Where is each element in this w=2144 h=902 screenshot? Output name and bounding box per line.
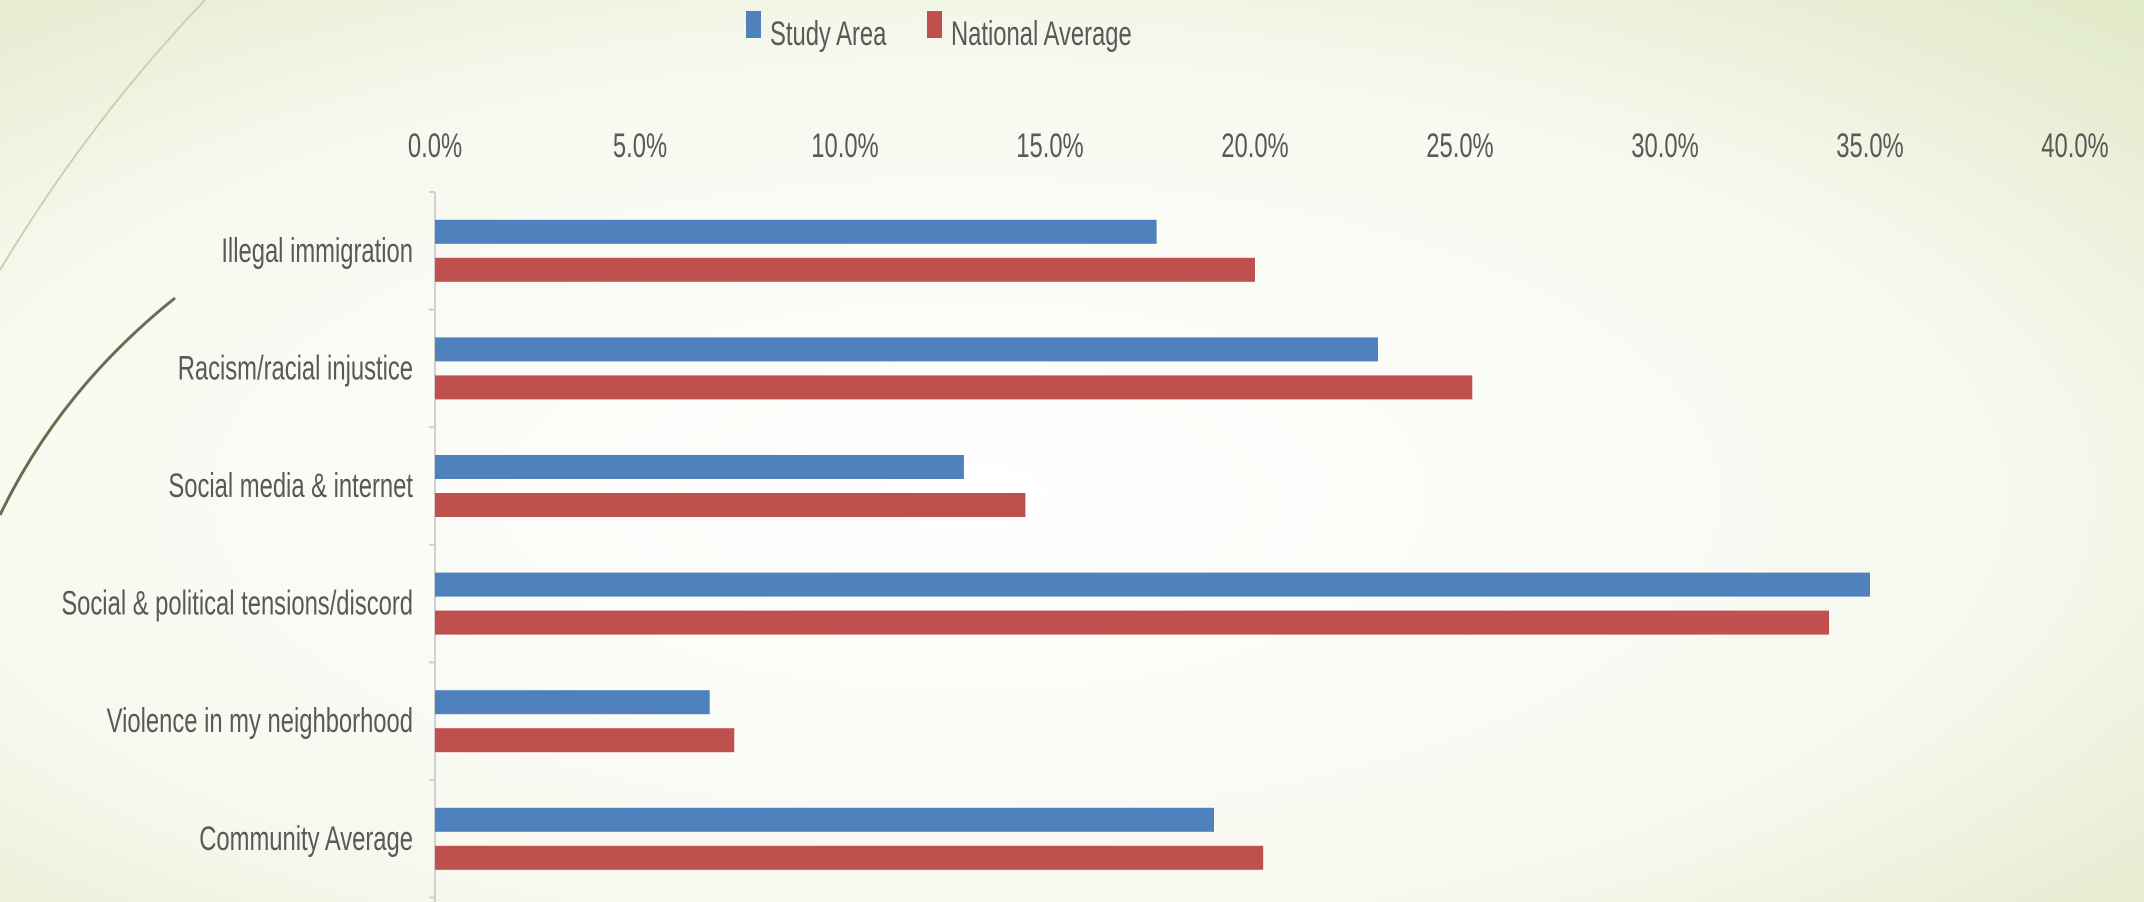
y-tick-label: Violence in my neighborhood [107, 702, 413, 740]
x-tick-label: 35.0% [1836, 127, 1903, 165]
bar [435, 337, 1378, 362]
decoration [0, 296, 176, 516]
y-tick-label: Illegal immigration [221, 232, 413, 270]
x-tick-label: 10.0% [811, 127, 878, 165]
y-tick-label: Community Average [199, 820, 413, 858]
bar [435, 610, 1829, 635]
bar [435, 807, 1214, 832]
bar [435, 690, 710, 715]
y-tick-label: Racism/racial injustice [178, 349, 413, 387]
bar [435, 493, 1026, 517]
legend-label: National Average [951, 15, 1132, 53]
legend-swatch [927, 11, 942, 38]
x-tick-label: 25.0% [1426, 127, 1493, 165]
x-tick-label: 15.0% [1016, 127, 1083, 165]
y-tick-label: Social & political tensions/discord [61, 584, 413, 622]
bar [435, 257, 1255, 282]
bar [435, 375, 1473, 400]
x-tick-label: 20.0% [1221, 127, 1288, 165]
y-tick-label: Social media & internet [168, 467, 413, 505]
bar [435, 455, 964, 479]
bar [435, 845, 1264, 870]
x-tick-label: 5.0% [613, 127, 667, 165]
x-tick-label: 0.0% [408, 127, 462, 165]
legend-label: Study Area [770, 15, 887, 53]
bar [435, 572, 1870, 597]
bar [435, 728, 735, 753]
decoration [0, 0, 206, 271]
bar [435, 219, 1157, 244]
x-tick-label: 30.0% [1631, 127, 1698, 165]
legend-swatch [746, 11, 761, 38]
x-tick-label: 40.0% [2041, 127, 2108, 165]
